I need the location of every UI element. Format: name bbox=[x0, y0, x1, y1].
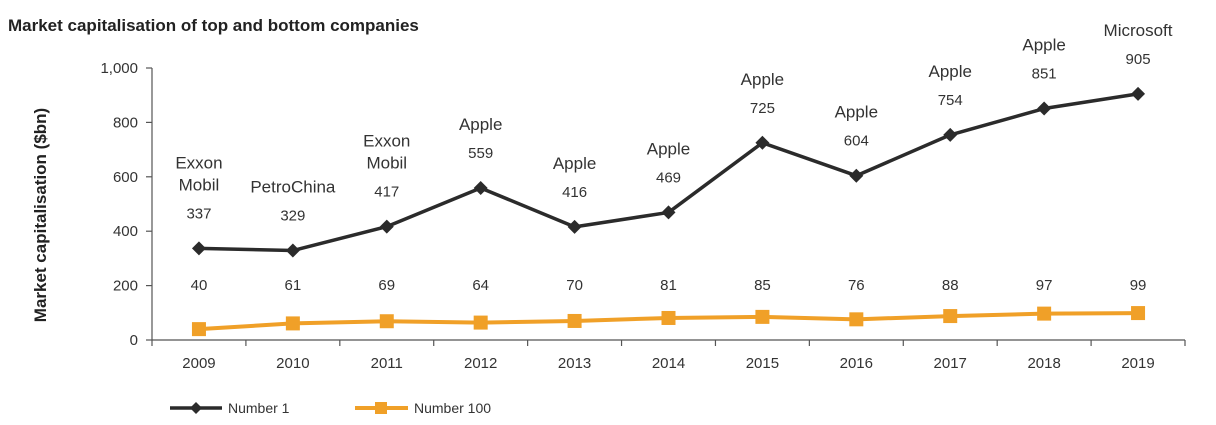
company-label: Mobil bbox=[179, 175, 220, 194]
x-tick-label: 2017 bbox=[934, 355, 967, 372]
value-label-number-100: 69 bbox=[378, 277, 395, 294]
value-label-number-1: 469 bbox=[656, 169, 681, 186]
company-label: Exxon bbox=[175, 153, 222, 172]
company-label: Apple bbox=[647, 139, 690, 158]
company-label: Apple bbox=[459, 115, 502, 134]
value-label-number-100: 81 bbox=[660, 277, 677, 294]
data-point bbox=[1037, 306, 1052, 321]
value-label-number-1: 754 bbox=[938, 92, 963, 109]
company-label: Apple bbox=[928, 62, 971, 81]
value-label-number-100: 99 bbox=[1130, 277, 1147, 294]
data-labels: 337ExxonMobilExxon Mobil329PetroChinaPet… bbox=[175, 21, 1173, 294]
data-point bbox=[473, 315, 488, 330]
data-point bbox=[285, 243, 300, 258]
data-point bbox=[191, 322, 206, 337]
series-number-1 bbox=[191, 86, 1146, 258]
value-label-number-1: 329 bbox=[280, 208, 305, 225]
series-layer bbox=[191, 86, 1146, 337]
value-label-number-100: 85 bbox=[754, 277, 771, 294]
value-label-number-100: 76 bbox=[848, 277, 865, 294]
value-label-number-1: 416 bbox=[562, 184, 587, 201]
y-tick-label: 400 bbox=[113, 223, 138, 240]
data-point bbox=[191, 241, 206, 256]
data-point bbox=[849, 312, 864, 327]
data-point bbox=[473, 180, 488, 195]
data-point bbox=[567, 313, 582, 328]
axes: 1,000 800 600 400 200 0 2009 2010 2011 2012 2013 20… bbox=[100, 60, 1186, 372]
y-tick-label: 600 bbox=[113, 169, 138, 186]
x-tick-label: 2010 bbox=[276, 355, 309, 372]
y-tick-label: 0 bbox=[130, 332, 138, 349]
value-label-number-1: 337 bbox=[186, 205, 211, 222]
legend-label-number-1: Number 1 bbox=[228, 400, 290, 416]
x-tick-label: 2016 bbox=[840, 355, 873, 372]
y-tick-label: 200 bbox=[113, 278, 138, 295]
x-tick-label: 2014 bbox=[652, 355, 685, 372]
data-point bbox=[943, 127, 958, 142]
x-tick-label: 2013 bbox=[558, 355, 591, 372]
data-point bbox=[567, 219, 582, 234]
legend-label-number-100: Number 100 bbox=[414, 400, 491, 416]
data-point bbox=[849, 168, 864, 183]
legend: Number 1 Number 100 bbox=[170, 400, 491, 416]
value-label-number-100: 40 bbox=[191, 277, 208, 294]
company-label: Microsoft bbox=[1104, 21, 1173, 40]
data-point bbox=[943, 309, 958, 324]
data-point bbox=[1131, 306, 1146, 321]
x-tick-label: 2009 bbox=[182, 355, 215, 372]
data-point bbox=[755, 309, 770, 324]
data-point bbox=[379, 219, 394, 234]
value-label-number-1: 417 bbox=[374, 184, 399, 201]
legend-marker-number-1 bbox=[190, 402, 202, 414]
data-point bbox=[1131, 86, 1146, 101]
value-label-number-1: 725 bbox=[750, 100, 775, 117]
y-axis-label: Market capitalisation ($bn) bbox=[31, 108, 50, 322]
x-tick-label: 2019 bbox=[1121, 355, 1154, 372]
company-label: PetroChina bbox=[250, 178, 336, 197]
company-label: Apple bbox=[741, 70, 784, 89]
data-point bbox=[661, 310, 676, 325]
series-number-100 bbox=[191, 306, 1146, 337]
legend-marker-number-100 bbox=[375, 402, 387, 414]
value-label-number-100: 97 bbox=[1036, 277, 1053, 294]
data-point bbox=[661, 205, 676, 220]
x-tick-label: 2011 bbox=[371, 355, 403, 372]
value-label-number-100: 70 bbox=[566, 277, 583, 294]
y-tick-label: 1,000 bbox=[100, 60, 138, 77]
chart-title: Market capitalisation of top and bottom … bbox=[8, 16, 419, 35]
data-point bbox=[379, 314, 394, 329]
company-label: Mobil bbox=[366, 154, 407, 173]
value-label-number-100: 61 bbox=[285, 277, 302, 294]
value-label-number-1: 559 bbox=[468, 145, 493, 162]
company-label: Exxon bbox=[363, 132, 410, 151]
company-label: Apple bbox=[553, 154, 596, 173]
value-label-number-1: 604 bbox=[844, 133, 869, 150]
y-tick-label: 800 bbox=[113, 114, 138, 131]
x-tick-label: 2018 bbox=[1027, 355, 1060, 372]
value-label-number-100: 64 bbox=[472, 277, 489, 294]
x-tick-label: 2015 bbox=[746, 355, 779, 372]
company-label: Apple bbox=[835, 103, 878, 122]
value-label-number-1: 851 bbox=[1032, 66, 1057, 83]
data-point bbox=[285, 316, 300, 331]
value-label-number-100: 88 bbox=[942, 277, 959, 294]
company-label: Apple bbox=[1022, 36, 1065, 55]
data-point bbox=[755, 135, 770, 150]
value-label-number-1: 905 bbox=[1126, 51, 1151, 68]
x-tick-label: 2012 bbox=[464, 355, 497, 372]
data-point bbox=[1037, 101, 1052, 116]
